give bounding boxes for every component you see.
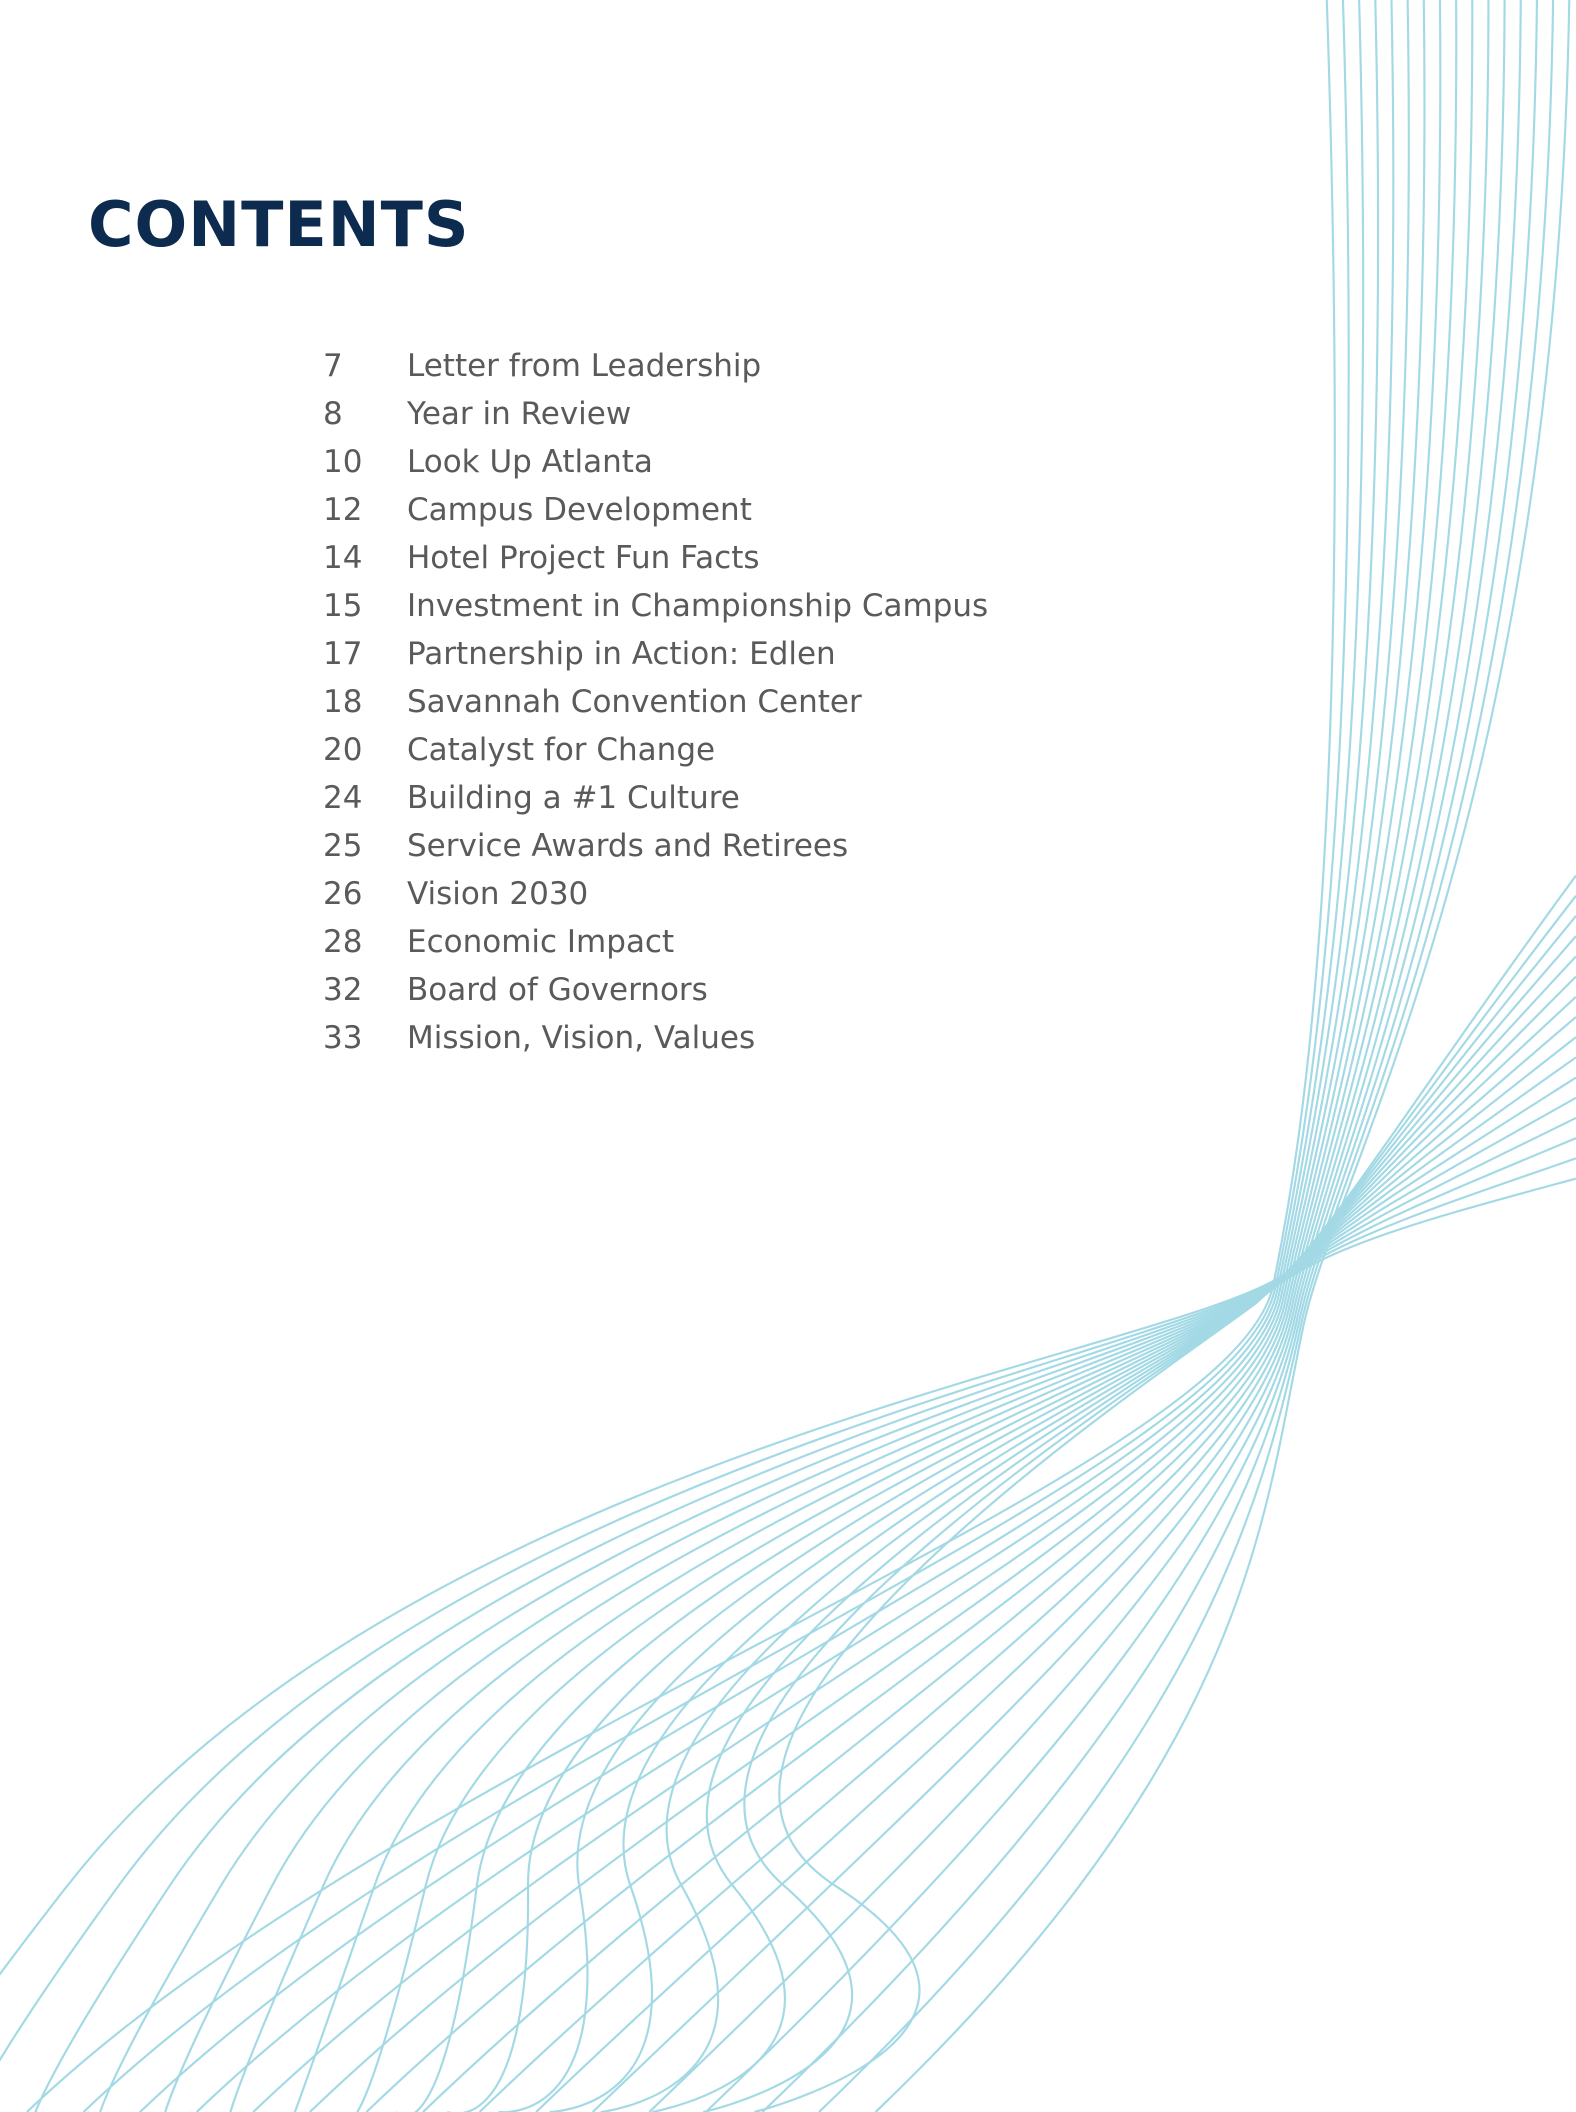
wave-line <box>447 1057 1576 2112</box>
entry-label: Look Up Atlanta <box>407 444 653 480</box>
page: CONTENTS 7Letter from Leadership8Year in… <box>0 0 1576 2112</box>
page-number: 12 <box>323 486 407 534</box>
entry-label: Building a #1 Culture <box>407 780 740 816</box>
page-number: 17 <box>323 630 407 678</box>
page-number: 8 <box>323 390 407 438</box>
entry-label: Partnership in Action: Edlen <box>407 636 836 672</box>
page-number: 15 <box>323 582 407 630</box>
wave-line <box>550 1098 1576 2112</box>
page-number: 32 <box>323 966 407 1014</box>
page-number: 18 <box>323 678 407 726</box>
entry-label: Investment in Championship Campus <box>407 588 988 624</box>
entry-label: Savannah Convention Center <box>407 684 862 720</box>
page-number: 20 <box>323 726 407 774</box>
page-number: 28 <box>323 918 407 966</box>
entry-label: Service Awards and Retirees <box>407 828 848 864</box>
entry-label: Mission, Vision, Values <box>407 1020 755 1056</box>
entry-label: Letter from Leadership <box>407 348 761 384</box>
entry-label: Vision 2030 <box>407 876 588 912</box>
entry-label: Catalyst for Change <box>407 732 715 768</box>
wave-line <box>345 1017 1576 2112</box>
entry-label: Year in Review <box>407 396 631 432</box>
entry-label: Economic Impact <box>407 924 674 960</box>
entry-label: Campus Development <box>407 492 752 528</box>
title: CONTENTS <box>88 188 470 261</box>
wave-line <box>498 1078 1576 2112</box>
entry-label: Board of Governors <box>407 972 708 1008</box>
page-number: 7 <box>323 342 407 390</box>
page-number: 24 <box>323 774 407 822</box>
wave-line <box>754 1179 1576 2112</box>
page-number: 26 <box>323 870 407 918</box>
page-number: 10 <box>323 438 407 486</box>
page-number: 14 <box>323 534 407 582</box>
entry-label: Hotel Project Fun Facts <box>407 540 760 576</box>
page-number: 25 <box>323 822 407 870</box>
page-number: 33 <box>323 1014 407 1062</box>
wave-line <box>0 896 1576 2112</box>
